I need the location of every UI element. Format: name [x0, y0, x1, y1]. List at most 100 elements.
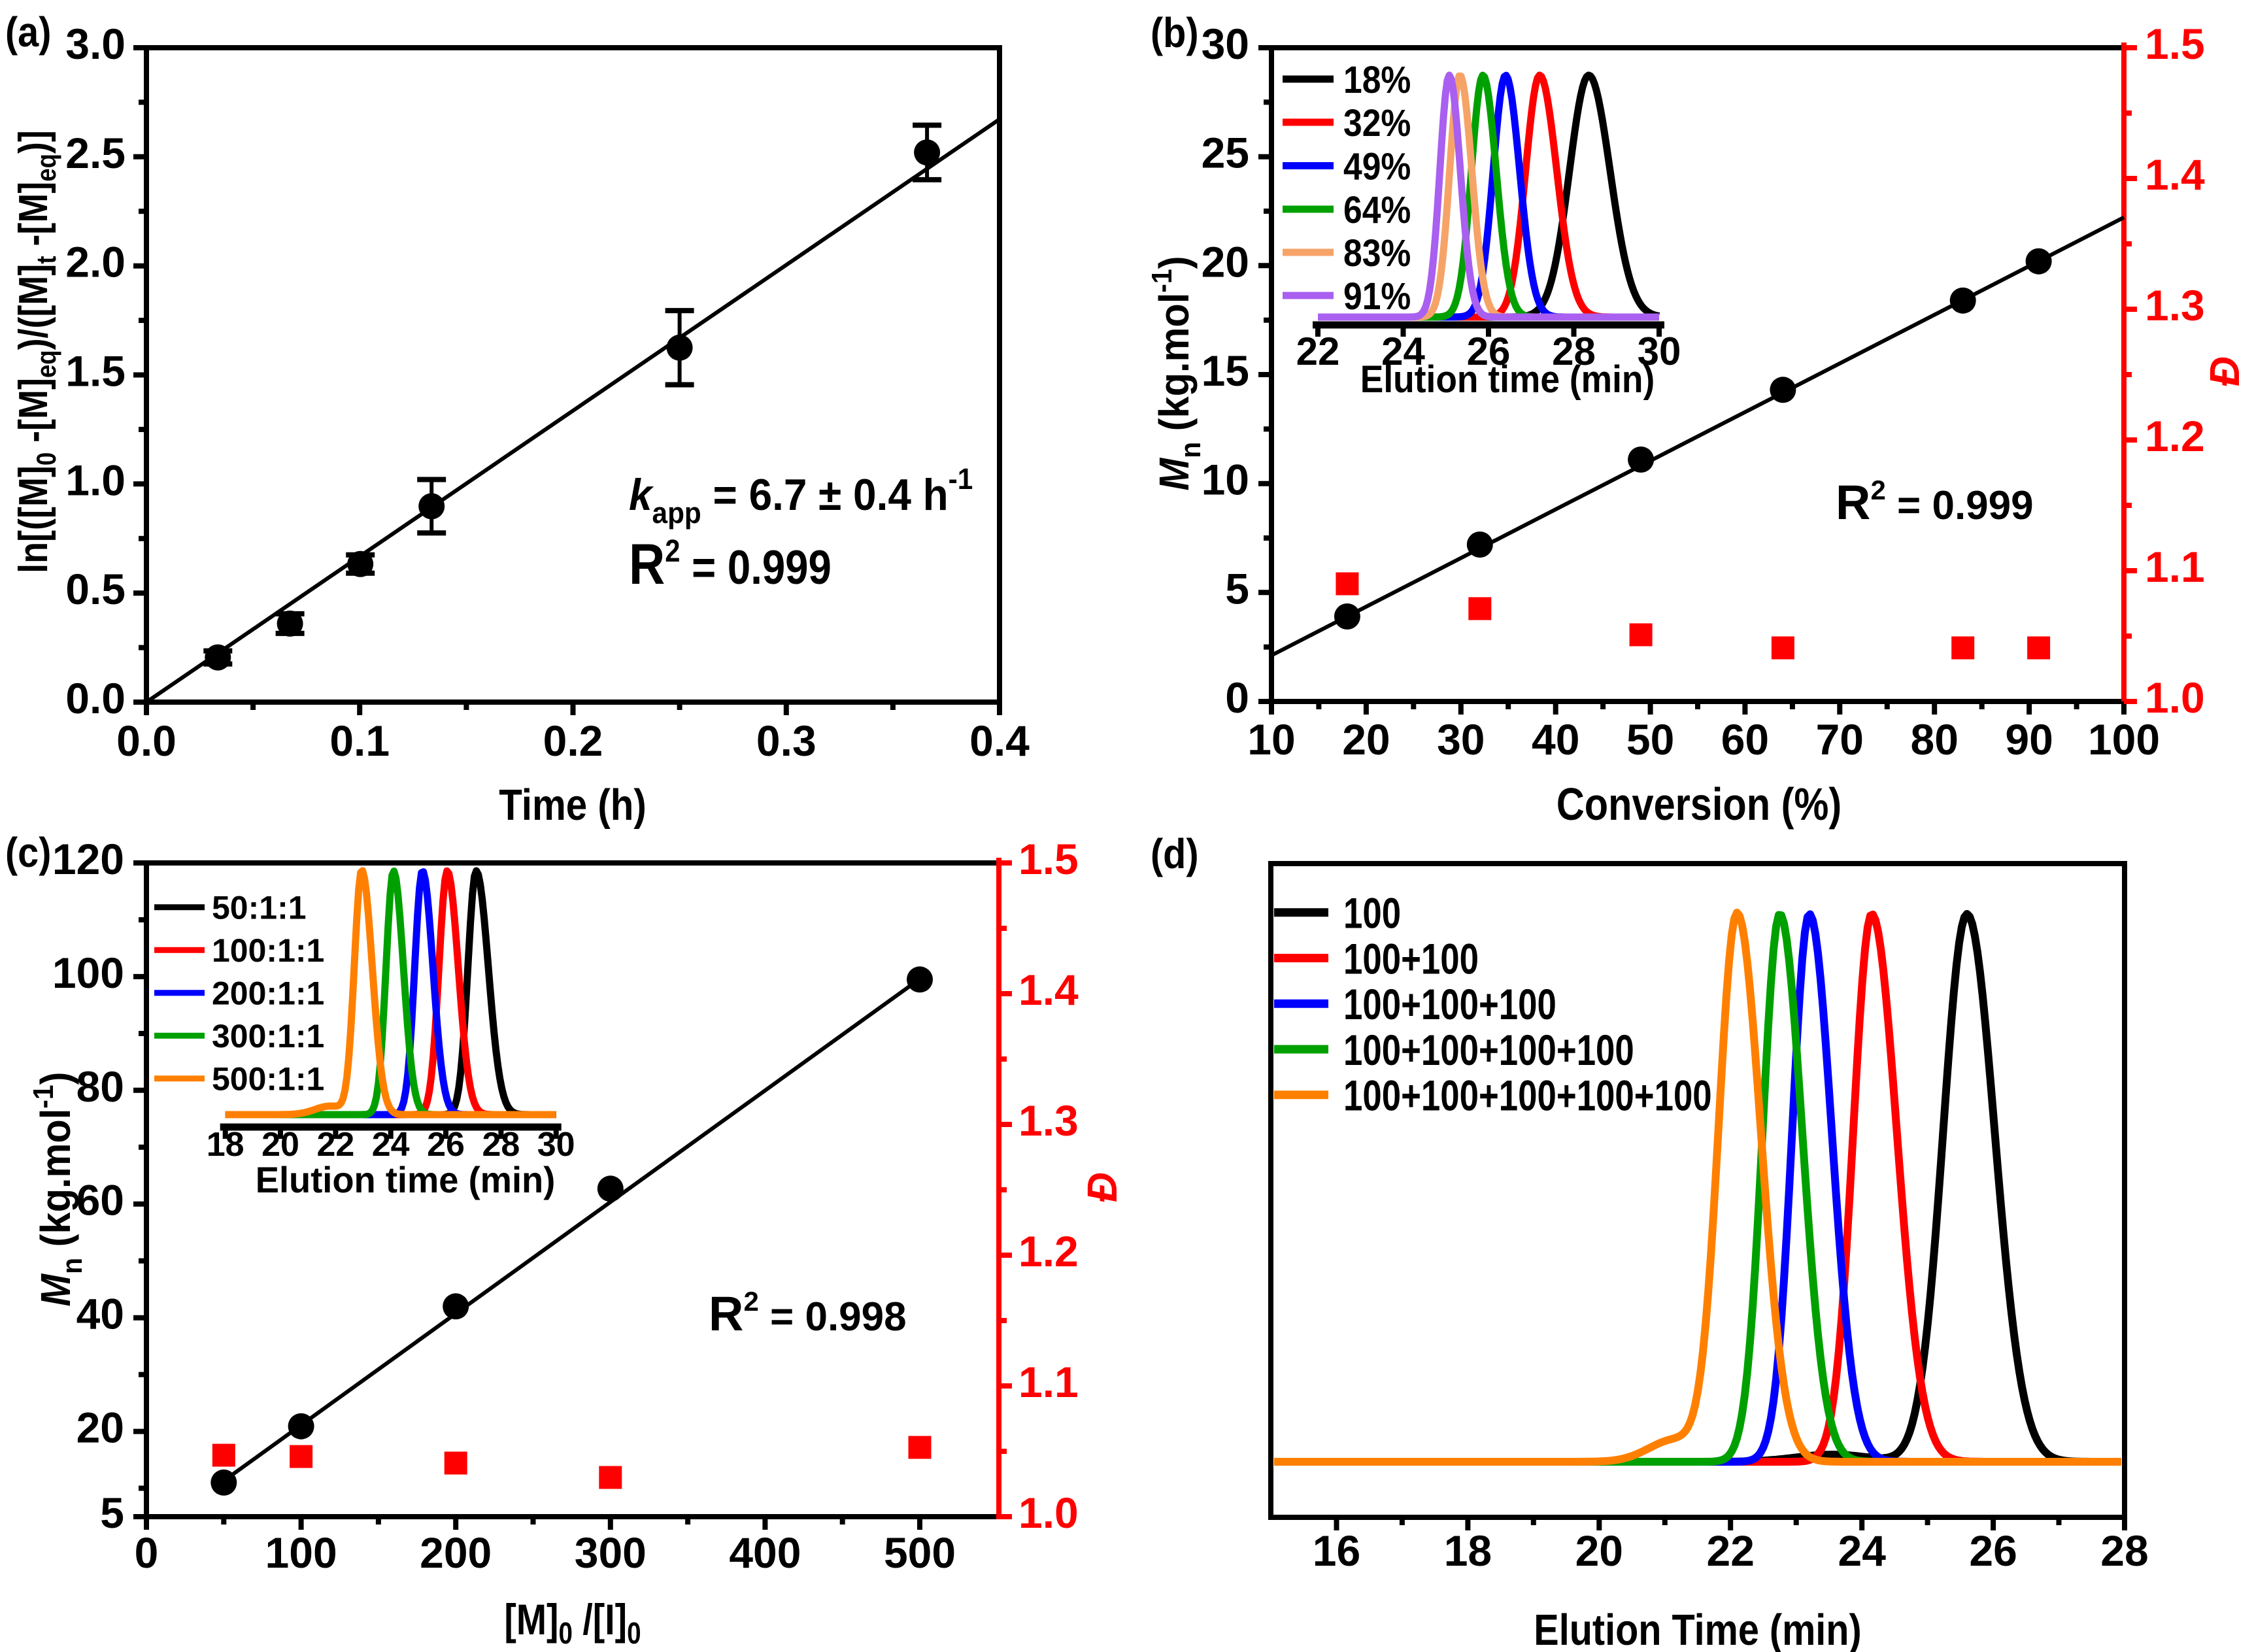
svg-text:30: 30	[537, 1126, 575, 1164]
svg-text:80: 80	[1910, 715, 1958, 764]
svg-text:83%: 83%	[1343, 231, 1411, 274]
svg-text:0.1: 0.1	[329, 716, 390, 765]
svg-text:Elution time (min): Elution time (min)	[256, 1159, 556, 1200]
svg-text:64%: 64%	[1343, 188, 1411, 231]
svg-text:100: 100	[2088, 715, 2160, 764]
svg-text:1.5: 1.5	[1018, 835, 1079, 883]
svg-text:20: 20	[1342, 715, 1390, 764]
svg-text:0: 0	[135, 1528, 159, 1577]
svg-text:(c): (c)	[5, 829, 51, 875]
svg-text:26: 26	[1467, 329, 1511, 373]
svg-text:80: 80	[76, 1062, 124, 1111]
svg-text:50: 50	[1626, 715, 1674, 764]
svg-text:[M]0 /[I]0: [M]0 /[I]0	[504, 1595, 641, 1649]
svg-text:300: 300	[575, 1528, 647, 1577]
svg-text:Conversion (%): Conversion (%)	[1556, 778, 1842, 830]
svg-text:0.5: 0.5	[65, 565, 126, 613]
svg-text:1.2: 1.2	[1018, 1227, 1079, 1275]
svg-text:1.0: 1.0	[2145, 673, 2205, 722]
svg-text:5: 5	[1225, 564, 1249, 613]
svg-text:1.1: 1.1	[1018, 1358, 1079, 1406]
svg-text:91%: 91%	[1343, 275, 1411, 317]
svg-text:0: 0	[1225, 673, 1249, 722]
svg-text:50:1:1: 50:1:1	[212, 890, 307, 926]
svg-text:16: 16	[1313, 1526, 1360, 1575]
svg-text:32%: 32%	[1343, 101, 1411, 144]
svg-text:Time (h): Time (h)	[499, 781, 647, 830]
svg-text:Đ: Đ	[1079, 1172, 1126, 1202]
svg-text:40: 40	[76, 1290, 124, 1338]
svg-text:100: 100	[52, 949, 124, 997]
svg-text:100+100: 100+100	[1343, 935, 1479, 983]
svg-text:18: 18	[1444, 1526, 1492, 1575]
svg-text:200: 200	[420, 1528, 492, 1577]
svg-text:2.0: 2.0	[65, 238, 126, 286]
svg-text:0.2: 0.2	[543, 716, 603, 765]
svg-text:100:1:1: 100:1:1	[212, 932, 324, 969]
svg-text:20: 20	[1575, 1526, 1623, 1575]
svg-text:500: 500	[884, 1528, 956, 1577]
svg-text:200:1:1: 200:1:1	[212, 975, 324, 1012]
svg-text:90: 90	[2005, 715, 2053, 764]
svg-text:40: 40	[1532, 715, 1579, 764]
svg-text:1.1: 1.1	[2145, 543, 2205, 591]
svg-text:28: 28	[2100, 1526, 2148, 1575]
svg-text:20: 20	[261, 1126, 299, 1164]
svg-text:26: 26	[1969, 1526, 2017, 1575]
svg-text:18: 18	[207, 1126, 244, 1164]
svg-text:60: 60	[1721, 715, 1769, 764]
svg-text:20: 20	[76, 1404, 124, 1452]
svg-text:70: 70	[1816, 715, 1864, 764]
svg-text:Elution time (min): Elution time (min)	[1360, 358, 1655, 401]
svg-text:22: 22	[1296, 329, 1340, 373]
svg-text:1.5: 1.5	[65, 347, 126, 396]
svg-text:10: 10	[1247, 715, 1295, 764]
svg-text:20: 20	[1202, 237, 1249, 286]
svg-text:18%: 18%	[1343, 58, 1411, 101]
svg-text:1.0: 1.0	[65, 456, 126, 504]
svg-text:24: 24	[1838, 1526, 1886, 1575]
svg-text:100: 100	[265, 1528, 337, 1577]
svg-text:24: 24	[1381, 329, 1425, 373]
svg-text:1.2: 1.2	[2145, 412, 2205, 460]
svg-text:0.4: 0.4	[969, 716, 1030, 765]
svg-text:1.5: 1.5	[2145, 20, 2205, 68]
svg-text:15: 15	[1202, 346, 1249, 395]
svg-text:Elution Time (min): Elution Time (min)	[1534, 1606, 1861, 1652]
svg-text:28: 28	[482, 1126, 520, 1164]
svg-text:2.5: 2.5	[65, 129, 126, 177]
svg-text:R2 = 0.999: R2 = 0.999	[629, 532, 832, 596]
svg-text:300:1:1: 300:1:1	[212, 1018, 324, 1054]
svg-text:25: 25	[1202, 129, 1249, 177]
svg-text:1.4: 1.4	[1018, 966, 1079, 1014]
svg-text:0.0: 0.0	[116, 716, 177, 765]
svg-text:26: 26	[427, 1126, 465, 1164]
svg-text:R2 = 0.998: R2 = 0.998	[709, 1286, 907, 1341]
svg-text:5: 5	[100, 1489, 124, 1537]
svg-text:Đ: Đ	[2201, 356, 2248, 386]
svg-text:30: 30	[1638, 329, 1681, 373]
svg-text:60: 60	[76, 1176, 124, 1224]
svg-text:(a): (a)	[5, 8, 51, 55]
svg-text:1.4: 1.4	[2145, 150, 2205, 199]
svg-text:100+100+100+100: 100+100+100+100	[1343, 1026, 1634, 1074]
svg-text:Mn (kg.mol-1): Mn (kg.mol-1)	[28, 1072, 89, 1307]
svg-text:kapp = 6.7 ± 0.4 h-1: kapp = 6.7 ± 0.4 h-1	[629, 463, 973, 530]
svg-text:500:1:1: 500:1:1	[212, 1061, 324, 1098]
svg-text:400: 400	[729, 1528, 801, 1577]
svg-text:1.0: 1.0	[1018, 1489, 1079, 1537]
svg-text:3.0: 3.0	[65, 20, 126, 68]
svg-text:24: 24	[372, 1126, 410, 1164]
svg-text:49%: 49%	[1343, 145, 1411, 188]
svg-text:30: 30	[1202, 20, 1249, 68]
svg-text:0.3: 0.3	[756, 716, 816, 765]
svg-text:22: 22	[316, 1126, 354, 1164]
svg-text:100+100+100: 100+100+100	[1343, 981, 1556, 1029]
svg-text:120: 120	[52, 835, 124, 883]
svg-text:100: 100	[1343, 889, 1401, 937]
svg-text:100+100+100+100+100: 100+100+100+100+100	[1343, 1071, 1712, 1120]
svg-text:28: 28	[1552, 329, 1596, 373]
svg-text:(b): (b)	[1151, 9, 1199, 56]
svg-text:ln[([M]0 -[M]eq)/([M]t -[M]eq): ln[([M]0 -[M]eq)/([M]t -[M]eq)]	[11, 130, 62, 573]
svg-text:Mn (kg.mol-1): Mn (kg.mol-1)	[1147, 256, 1207, 491]
